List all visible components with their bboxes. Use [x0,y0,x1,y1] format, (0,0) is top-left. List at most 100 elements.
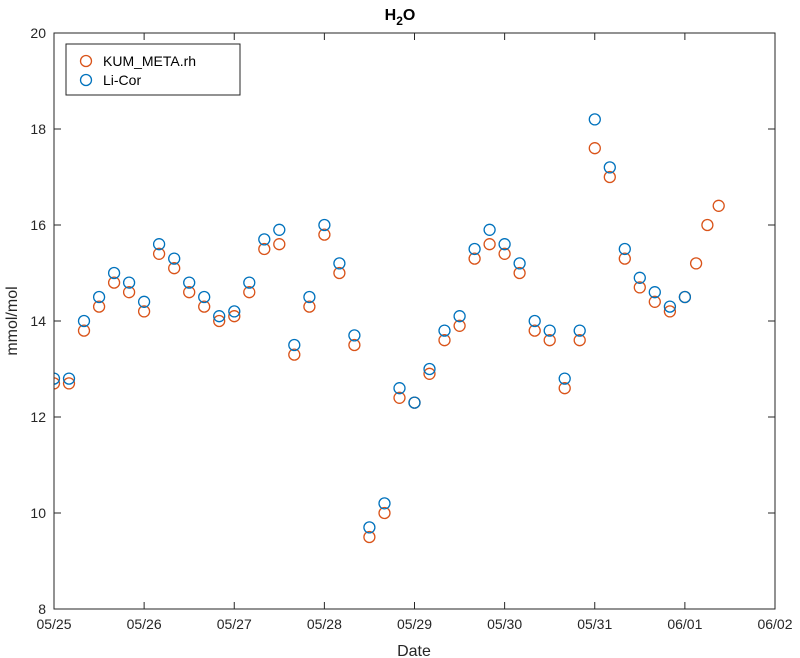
data-point [603,161,616,174]
data-point [243,276,256,289]
data-point [168,262,181,275]
data-point [633,271,646,284]
data-point [77,314,91,328]
data-point [712,199,725,212]
data-point [543,324,556,337]
y-tick-label: 12 [30,409,46,425]
data-point [663,300,677,313]
data-point [243,286,256,299]
data-point [137,295,151,308]
data-point [107,276,121,289]
data-point [303,300,316,313]
data-point [198,300,211,313]
data-point [122,286,136,299]
x-tick-label: 05/29 [397,616,432,632]
chart-title-main: H [385,7,397,24]
data-point [213,310,226,323]
legend-marker-kum-meta-rh [79,54,93,68]
data-point [137,305,151,318]
data-point [498,247,511,260]
data-point [678,290,692,304]
data-point [77,324,91,337]
data-point [528,314,541,328]
data-point [588,113,601,126]
data-point [689,257,703,270]
data-point [618,242,631,256]
y-tick-label: 8 [38,601,46,617]
data-point [378,506,391,520]
data-point [701,218,714,232]
data-point [273,238,286,251]
data-point [303,290,316,304]
data-point [288,348,301,361]
data-point [513,266,526,280]
y-tick-label: 20 [30,25,46,41]
y-tick-label: 10 [30,505,46,521]
data-point [348,338,361,352]
data-point [107,266,121,280]
data-point [348,329,361,342]
data-point [498,238,511,251]
data-point [62,372,76,385]
data-point [378,497,391,510]
data-point [183,276,196,289]
data-point [453,310,466,323]
x-tick-label: 05/25 [36,616,71,632]
data-point [648,295,661,308]
x-tick-label: 05/26 [127,616,162,632]
y-tick-label: 16 [30,217,46,233]
data-point [588,142,601,155]
x-axis: 05/25 05/26 05/27 05/28 05/29 05/30 05/31 06/01… [36,33,793,632]
series-layer [54,113,725,544]
data-point [483,238,496,251]
y-axis-label: mmol/mol [4,286,21,355]
data-point [573,324,586,337]
x-tick-label: 05/31 [577,616,612,632]
x-tick-label: 06/02 [757,616,792,632]
legend: KUM_META.rh Li-Cor [65,43,241,96]
data-point [438,324,451,337]
data-point [408,396,421,409]
y-tick-label: 14 [30,313,46,329]
x-tick-label: 05/30 [487,616,522,632]
data-point [288,338,301,352]
chart-title: H2O [385,7,416,28]
data-point [453,319,466,332]
legend-box [65,43,241,96]
data-point [618,252,631,265]
data-point [423,367,436,380]
x-axis-label: Date [397,643,431,658]
data-point [543,334,556,347]
data-point [228,310,241,323]
data-point [423,362,436,376]
data-point [92,290,106,304]
data-point [483,223,496,236]
data-point [54,372,61,385]
data-point [273,223,286,236]
data-point [528,324,541,337]
data-point [318,228,331,241]
legend-label-kum-meta-rh: KUM_META.rh [103,53,196,69]
data-point [603,170,616,184]
data-point [198,290,211,304]
data-point [558,382,571,395]
data-point [228,305,241,318]
data-point [573,334,586,347]
series-li-cor [54,113,692,534]
x-tick-label: 06/01 [667,616,702,632]
data-point [633,281,646,294]
data-point [333,257,346,270]
data-point [438,334,451,347]
data-point [318,218,331,232]
data-point [152,247,166,260]
data-point [168,252,181,265]
data-point [92,300,106,313]
legend-label-li-cor: Li-Cor [103,72,141,88]
data-point [363,521,376,534]
data-point [152,238,166,251]
data-point [468,252,481,265]
x-tick-label: 05/28 [307,616,342,632]
data-point [393,382,406,395]
